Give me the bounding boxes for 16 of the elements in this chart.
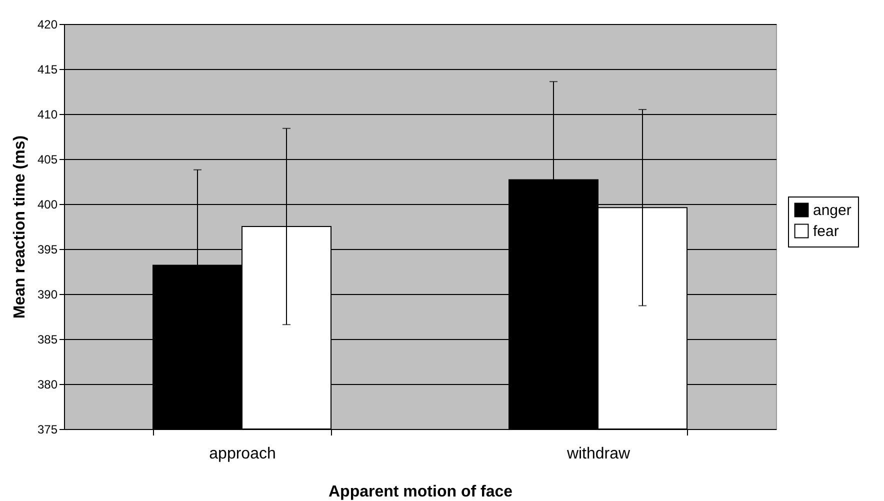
y-tick-label: 395: [37, 242, 58, 256]
y-tick-label: 410: [37, 108, 58, 122]
y-tick-label: 375: [37, 422, 58, 436]
legend-label: fear: [813, 223, 839, 240]
y-tick-label: 385: [37, 332, 58, 346]
y-tick-label: 415: [37, 62, 58, 76]
x-tick-label: approach: [209, 446, 276, 462]
y-tick-label: 405: [37, 152, 58, 166]
y-tick-label: 420: [37, 18, 58, 32]
legend-label: anger: [813, 202, 852, 219]
y-tick-label: 380: [37, 378, 58, 392]
x-axis-title: Apparent motion of face: [328, 484, 513, 500]
y-tick-label: 390: [37, 288, 58, 302]
x-tick-label: withdraw: [566, 446, 631, 462]
y-axis-title: Mean reaction time (ms): [11, 135, 28, 319]
y-tick-label: 400: [37, 198, 58, 212]
